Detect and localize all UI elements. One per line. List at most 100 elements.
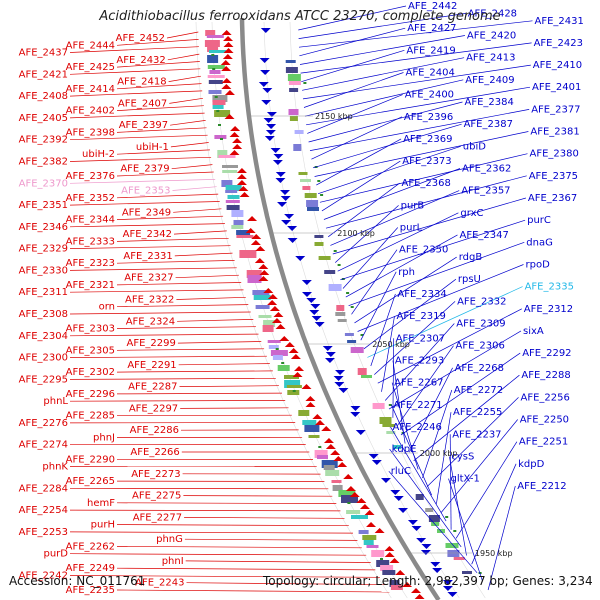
left-gene-label[interactable]: AFE_2308 (19, 309, 68, 320)
right-gene-label[interactable]: AFE_2431 (535, 16, 584, 27)
left-gene-label[interactable]: AFE_2290 (66, 454, 115, 465)
left-gene-label[interactable]: hemF (87, 498, 115, 509)
right-gene-label[interactable]: AFE_2419 (406, 45, 455, 56)
left-gene-label[interactable]: AFE_2274 (19, 440, 68, 451)
right-gene-label[interactable]: AFE_2427 (407, 23, 456, 34)
left-gene-label[interactable]: phnL (43, 396, 68, 407)
right-gene-label[interactable]: AFE_2267 (394, 378, 443, 389)
left-gene-label[interactable]: AFE_2262 (66, 541, 115, 552)
left-gene-label[interactable]: AFE_2382 (19, 157, 68, 168)
right-gene-label[interactable]: AFE_2350 (399, 245, 448, 256)
left-gene-label[interactable]: AFE_2276 (19, 418, 68, 429)
right-gene-label[interactable]: AFE_2387 (464, 119, 513, 130)
right-gene-label[interactable]: AFE_2373 (402, 156, 451, 167)
right-gene-label[interactable]: AFE_2381 (530, 127, 579, 138)
right-gene-label[interactable]: AFE_2400 (405, 90, 454, 101)
left-gene-label[interactable]: AFE_2414 (66, 84, 115, 95)
left-gene-label[interactable]: AFE_2295 (19, 374, 68, 385)
right-gene-label[interactable]: AFE_2250 (520, 415, 569, 426)
right-gene-label[interactable]: AFE_2404 (406, 68, 455, 79)
left-gene-label[interactable]: AFE_2398 (66, 127, 115, 138)
right-gene-label[interactable]: AFE_2255 (453, 407, 502, 418)
left-gene-label[interactable]: ubiH-1 (136, 142, 169, 153)
right-gene-label[interactable]: AFE_2347 (460, 230, 509, 241)
right-gene-label[interactable]: grxC (460, 208, 483, 219)
right-gene-label[interactable]: AFE_2362 (462, 164, 511, 175)
left-gene-label[interactable]: AFE_2284 (19, 483, 68, 494)
left-gene-label[interactable]: AFE_2392 (19, 135, 68, 146)
left-gene-label[interactable]: AFE_2397 (119, 120, 168, 131)
left-gene-label[interactable]: AFE_2275 (132, 491, 181, 502)
left-gene-label[interactable]: AFE_2352 (66, 193, 115, 204)
right-gene-label[interactable]: dnaG (526, 237, 553, 248)
left-gene-label[interactable]: AFE_2353 (121, 186, 170, 197)
left-gene-label[interactable]: AFE_2421 (19, 69, 68, 80)
left-gene-label[interactable]: AFE_2346 (19, 222, 68, 233)
right-gene-label[interactable]: AFE_2335 (525, 282, 574, 293)
right-gene-label[interactable]: gltX-1 (451, 474, 480, 485)
right-gene-label[interactable]: AFE_2423 (534, 38, 583, 49)
right-gene-label[interactable]: AFE_2307 (396, 333, 445, 344)
left-gene-label[interactable]: AFE_2330 (19, 265, 68, 276)
left-gene-label[interactable]: purD (44, 549, 69, 560)
left-gene-label[interactable]: AFE_2302 (66, 367, 115, 378)
left-gene-label[interactable]: AFE_2321 (66, 280, 115, 291)
right-gene-label[interactable]: AFE_2380 (530, 149, 579, 160)
right-gene-label[interactable]: AFE_2409 (465, 75, 514, 86)
left-gene-label[interactable]: AFE_2324 (126, 316, 175, 327)
right-gene-label[interactable]: AFE_2334 (397, 289, 446, 300)
left-gene-label[interactable]: AFE_2311 (19, 287, 68, 298)
right-gene-label[interactable]: rdgB (459, 252, 483, 263)
right-gene-label[interactable]: AFE_2256 (521, 392, 570, 403)
left-gene-label[interactable]: AFE_2405 (19, 113, 68, 124)
right-gene-label[interactable]: AFE_2309 (456, 319, 505, 330)
left-gene-label[interactable]: AFE_2418 (117, 77, 166, 88)
left-gene-label[interactable]: phnG (156, 534, 183, 545)
left-gene-label[interactable]: AFE_2303 (66, 324, 115, 335)
right-gene-label[interactable]: AFE_2332 (457, 296, 506, 307)
left-gene-label[interactable]: AFE_2285 (66, 411, 115, 422)
left-gene-label[interactable]: AFE_2333 (66, 236, 115, 247)
right-gene-label[interactable]: AFE_2237 (452, 429, 501, 440)
left-gene-label[interactable]: AFE_2331 (123, 251, 172, 262)
right-gene-label[interactable]: kdpE (392, 444, 417, 455)
left-gene-label[interactable]: AFE_2235 (66, 585, 115, 596)
left-gene-label[interactable]: AFE_2408 (19, 91, 68, 102)
left-gene-label[interactable]: AFE_2351 (19, 200, 68, 211)
left-gene-label[interactable]: AFE_2329 (19, 244, 68, 255)
left-gene-label[interactable]: AFE_2349 (122, 207, 171, 218)
left-gene-label[interactable]: ubiH-2 (82, 149, 115, 160)
right-gene-label[interactable]: AFE_2442 (408, 1, 457, 12)
right-gene-label[interactable]: AFE_2396 (404, 112, 453, 123)
right-gene-label[interactable]: AFE_2375 (529, 171, 578, 182)
left-gene-label[interactable]: AFE_2452 (116, 33, 165, 44)
left-gene-label[interactable]: AFE_2253 (19, 527, 68, 538)
right-gene-label[interactable]: AFE_2413 (466, 53, 515, 64)
right-gene-label[interactable]: AFE_2212 (517, 481, 566, 492)
left-gene-label[interactable]: AFE_2266 (130, 447, 179, 458)
right-gene-label[interactable]: kdpD (518, 459, 544, 470)
right-gene-label[interactable]: AFE_2369 (403, 134, 452, 145)
left-gene-label[interactable]: phnJ (93, 433, 115, 444)
right-gene-label[interactable]: AFE_2367 (528, 193, 577, 204)
left-gene-label[interactable]: AFE_2444 (66, 40, 115, 51)
left-gene-label[interactable]: AFE_2242 (19, 571, 68, 582)
left-gene-label[interactable]: AFE_2286 (130, 425, 179, 436)
right-gene-label[interactable]: AFE_2271 (393, 400, 442, 411)
right-gene-label[interactable]: rph (398, 267, 415, 278)
left-gene-label[interactable]: AFE_2273 (131, 469, 180, 480)
right-gene-label[interactable]: AFE_2268 (455, 363, 504, 374)
right-gene-label[interactable]: AFE_2401 (532, 82, 581, 93)
left-gene-label[interactable]: AFE_2305 (66, 345, 115, 356)
left-gene-label[interactable]: AFE_2342 (123, 229, 172, 240)
right-gene-label[interactable]: purL (400, 223, 423, 234)
left-gene-label[interactable]: AFE_2370 (19, 178, 68, 189)
left-gene-label[interactable]: AFE_2304 (19, 331, 68, 342)
left-gene-label[interactable]: AFE_2287 (128, 382, 177, 393)
right-gene-label[interactable]: cysS (451, 452, 474, 463)
left-gene-label[interactable]: AFE_2297 (129, 403, 178, 414)
left-gene-label[interactable]: AFE_2432 (116, 55, 165, 66)
right-gene-label[interactable]: AFE_2272 (454, 385, 503, 396)
left-gene-label[interactable]: AFE_2291 (127, 360, 176, 371)
left-gene-label[interactable]: AFE_2300 (19, 353, 68, 364)
